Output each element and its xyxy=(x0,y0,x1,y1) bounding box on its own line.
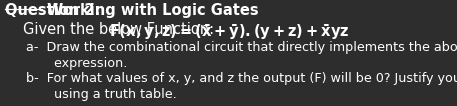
Text: b-  For what values of x, y, and z the output (F) will be 0? Justify your answer: b- For what values of x, y, and z the ou… xyxy=(26,72,457,85)
Text: expression.: expression. xyxy=(26,57,128,70)
Text: Question 2:: Question 2: xyxy=(5,3,100,18)
Text: using a truth table.: using a truth table. xyxy=(26,88,177,101)
Text: Given the below Function:: Given the below Function: xyxy=(23,22,223,37)
Text: a-  Draw the combinational circuit that directly implements the above Boolean: a- Draw the combinational circuit that d… xyxy=(26,41,457,54)
Text: Working with Logic Gates: Working with Logic Gates xyxy=(42,3,259,18)
Text: $\mathbf{F(x, y, z) = (\bar{x} + \bar{y}).(y + z) + \bar{x}yz}$: $\mathbf{F(x, y, z) = (\bar{x} + \bar{y}… xyxy=(109,22,350,42)
